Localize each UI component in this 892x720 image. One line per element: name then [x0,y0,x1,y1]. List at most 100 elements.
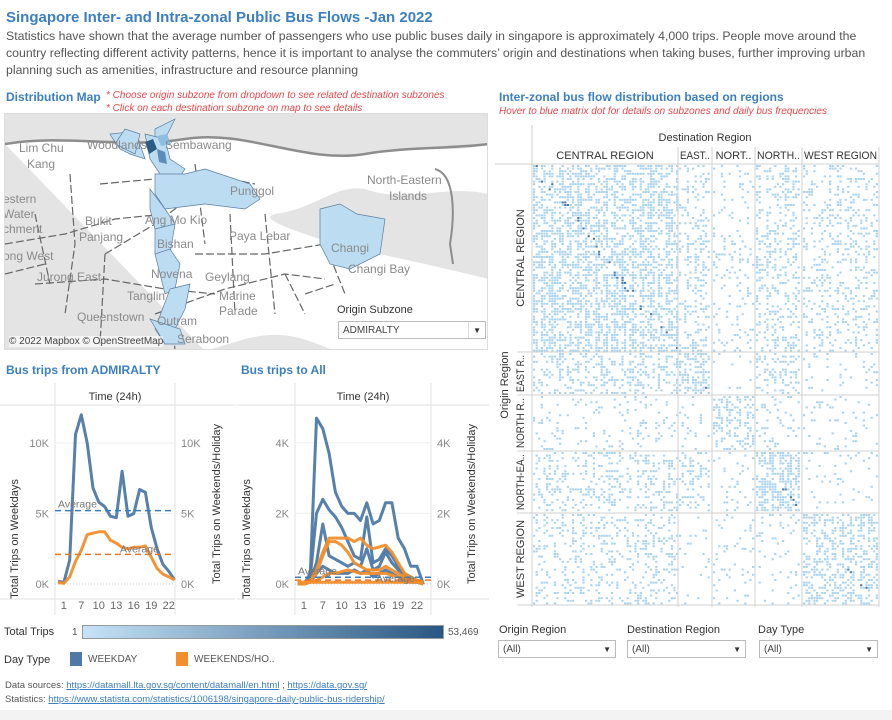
matrix-dot [705,178,708,180]
matrix-dot [686,185,689,188]
matrix-dot [797,321,800,323]
matrix-dot [774,310,777,313]
matrix-dot [758,263,761,266]
matrix-dot [797,300,800,303]
matrix-dot [572,214,575,217]
matrix-dot [572,206,575,209]
matrix-dot [598,287,601,290]
matrix-dot [629,353,632,355]
y-tick-label: 5K [36,509,50,521]
matrix-dot [679,206,682,209]
matrix-dot [569,183,572,186]
matrix-dot [647,224,650,227]
matrix-dot [657,279,660,282]
matrix-dot [670,462,673,465]
matrix-dot [774,237,777,240]
matrix-dot [689,358,692,361]
matrix-dot [561,235,564,238]
matrix-dot [657,493,660,496]
matrix-dot [647,542,650,545]
matrix-dot [546,349,549,352]
matrix-dot [637,519,640,522]
matrix-dot [546,250,549,253]
matrix-dot [676,178,679,180]
matrix-dot [637,263,640,266]
map-canvas[interactable] [5,114,488,350]
matrix-dot [665,401,668,404]
matrix-dot [637,524,640,527]
matrix-dot [805,467,808,470]
matrix-dot [603,248,606,251]
matrix-dot [618,403,621,406]
matrix-dot [699,237,702,240]
selected-subzone-admiralty[interactable] [145,139,157,154]
matrix-dot [613,295,616,297]
matrix-dot [634,331,637,334]
matrix-dot [756,300,759,303]
matrix-dot [595,185,598,188]
matrix-dot [561,501,564,504]
matrix-dot [598,305,601,308]
matrix-dot [540,266,543,269]
matrix-dot [761,284,764,287]
matrix-dot [797,392,800,394]
matrix-dot [551,432,554,435]
matrix-dot [813,165,816,167]
matrix-dot [736,334,739,336]
matrix-dot [624,308,627,310]
matrix-dot [805,289,808,292]
matrix-dot [787,180,790,183]
subzone-high[interactable] [157,149,167,164]
matrix-dot [616,180,619,183]
map-note-2: * Click on each destination subzone on m… [106,103,363,114]
matrix-dot [826,276,829,279]
matrix-dot [857,170,860,173]
matrix-dot [611,274,614,277]
matrix-dot [566,245,569,248]
origin-subzone-dropdown[interactable]: ADMIRALTY ▼ [338,321,486,339]
matrix-dot [566,472,569,475]
matrix-dot [561,432,564,435]
matrix-dot [631,279,634,282]
matrix-dot [670,167,673,170]
matrix-dot [553,326,556,329]
matrix-dot [705,344,708,347]
matrix-dot [808,209,811,212]
matrix-dot [852,201,855,204]
matrix-dot [543,191,546,193]
matrix-dot [686,214,689,217]
matrix-dot [543,310,546,313]
matrix-dot [611,445,614,448]
matrix-dot [548,376,551,379]
matrix-dot [551,323,554,326]
matrix-dot [736,506,739,509]
matrix-dot [642,422,645,424]
matrix-dot [590,240,593,243]
matrix-dot [713,349,716,352]
matrix-dot [587,485,590,488]
matrix-dot [857,214,860,217]
map-label: Seraboon [177,332,230,346]
matrix-dot [616,478,619,480]
matrix-dot [660,165,663,167]
matrix-dot [779,282,782,284]
matrix-dot [548,185,551,188]
matrix-dot [689,506,692,509]
matrix-dot [699,289,702,292]
matrix-dot [603,279,606,282]
matrix-dot [603,175,606,178]
matrix-dot [577,300,580,303]
matrix-dot [849,201,852,204]
matrix-dot [650,323,653,326]
matrix-dot [857,315,860,318]
matrix-dot [598,269,601,271]
matrix-dot [618,206,621,209]
subzone-mid[interactable] [157,134,171,146]
matrix-dot [736,323,739,326]
matrix-dot [862,419,865,422]
matrix-dot [797,349,800,352]
distribution-map[interactable]: Lim Chu Kang Woodlands Sembawang North-E… [4,113,488,350]
